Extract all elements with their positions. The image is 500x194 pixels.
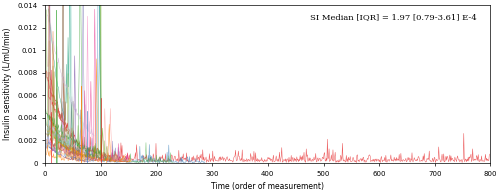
Y-axis label: Insulin sensitivity (L/mU/min): Insulin sensitivity (L/mU/min) <box>3 28 12 140</box>
X-axis label: Time (order of measurement): Time (order of measurement) <box>212 182 324 191</box>
Text: SI Median [IQR] = 1.97 [0.79-3.61] E-4: SI Median [IQR] = 1.97 [0.79-3.61] E-4 <box>310 13 477 21</box>
